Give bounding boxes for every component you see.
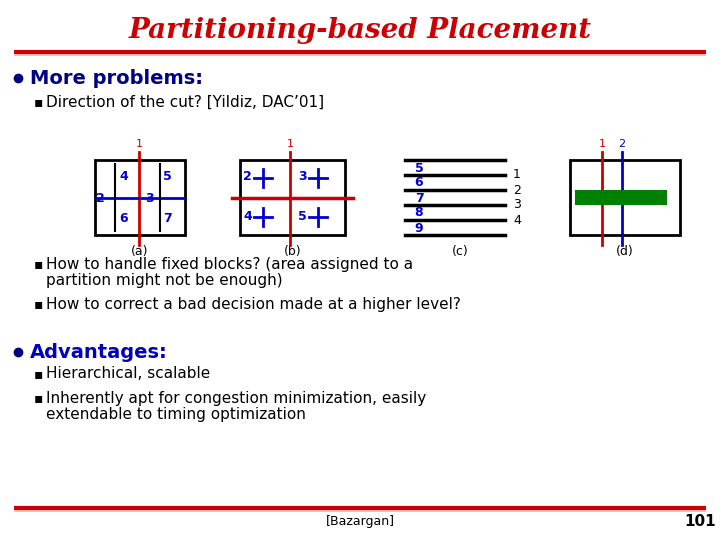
Bar (95, 160, 185, 235)
Text: More problems:: More problems: (30, 69, 203, 87)
Text: 2: 2 (96, 192, 104, 205)
Text: 8: 8 (415, 206, 423, 219)
Text: 101: 101 (684, 515, 716, 530)
Text: 1: 1 (135, 139, 143, 149)
Text: 4: 4 (243, 210, 252, 222)
Text: 7: 7 (415, 192, 423, 205)
Text: 3: 3 (298, 170, 307, 183)
Text: 2: 2 (618, 139, 626, 149)
Text: (d): (d) (616, 245, 634, 258)
Text: (a): (a) (131, 245, 149, 258)
Text: Advantages:: Advantages: (30, 342, 168, 361)
Text: ▪: ▪ (34, 367, 43, 381)
Text: 2: 2 (513, 184, 521, 197)
Text: Hierarchical, scalable: Hierarchical, scalable (46, 367, 210, 381)
Bar (240, 160, 345, 235)
Text: 7: 7 (163, 213, 171, 226)
Text: 4: 4 (513, 213, 521, 226)
Text: 9: 9 (415, 221, 423, 234)
Text: ▪: ▪ (34, 297, 43, 311)
Text: ▪: ▪ (34, 391, 43, 405)
Bar (570, 160, 680, 235)
Text: 3: 3 (145, 192, 154, 205)
Text: 1: 1 (513, 168, 521, 181)
Text: Direction of the cut? [Yildiz, DAC’01]: Direction of the cut? [Yildiz, DAC’01] (46, 94, 324, 110)
Text: Partitioning-based Placement: Partitioning-based Placement (128, 17, 592, 44)
Text: ▪: ▪ (34, 257, 43, 271)
Text: 6: 6 (120, 213, 128, 226)
Text: extendable to timing optimization: extendable to timing optimization (46, 407, 306, 422)
Text: 1: 1 (287, 139, 294, 149)
Text: 5: 5 (298, 210, 307, 222)
Text: ▪: ▪ (34, 95, 43, 109)
Text: (c): (c) (451, 245, 469, 258)
Text: How to correct a bad decision made at a higher level?: How to correct a bad decision made at a … (46, 296, 461, 312)
Text: 2: 2 (243, 170, 252, 183)
Bar (575, 190, 667, 205)
Text: 4: 4 (120, 171, 128, 184)
Text: Inherently apt for congestion minimization, easily: Inherently apt for congestion minimizati… (46, 390, 426, 406)
Text: 5: 5 (163, 171, 171, 184)
Text: [Bazargan]: [Bazargan] (325, 516, 395, 529)
Text: (b): (b) (284, 245, 301, 258)
Text: 6: 6 (415, 177, 423, 190)
Text: partition might not be enough): partition might not be enough) (46, 273, 283, 287)
Text: 5: 5 (415, 161, 423, 174)
Text: 3: 3 (513, 199, 521, 212)
Text: How to handle fixed blocks? (area assigned to a: How to handle fixed blocks? (area assign… (46, 256, 413, 272)
Text: 1: 1 (598, 139, 606, 149)
Text: 3: 3 (636, 191, 644, 204)
